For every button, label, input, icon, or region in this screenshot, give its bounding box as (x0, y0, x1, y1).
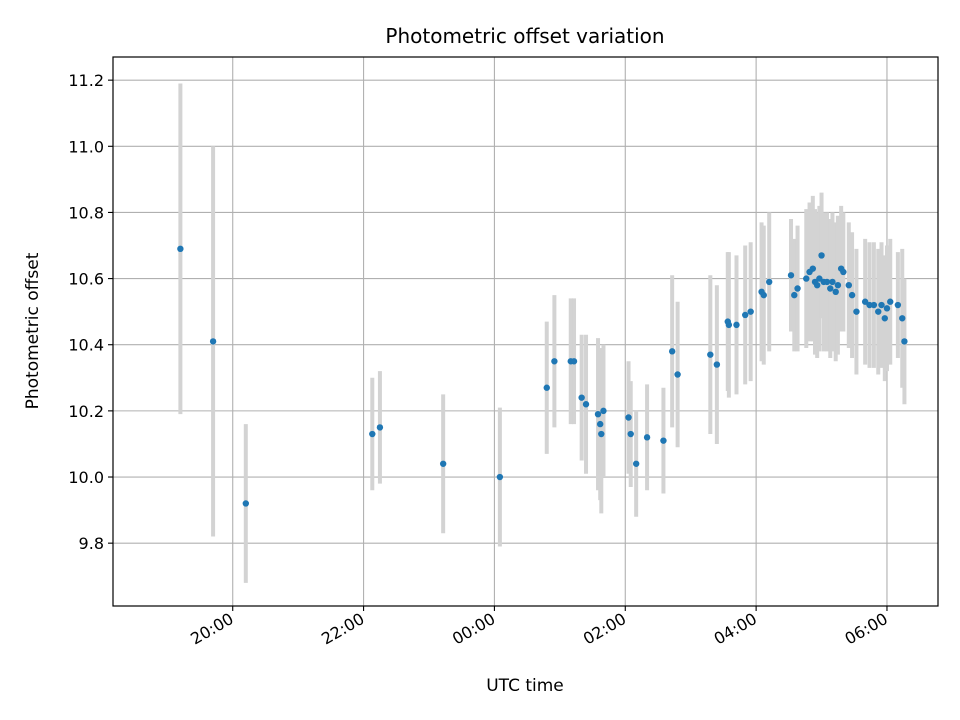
data-point (668, 348, 676, 355)
data-point (627, 430, 634, 438)
data-point (643, 434, 651, 441)
x-tick-label: 00:00 (449, 609, 498, 649)
data-point (881, 315, 888, 322)
data-point (632, 460, 640, 467)
data-point (725, 321, 733, 329)
x-ticks: 20:00 22:00 00:00 02:00 04:00 06:00 (187, 606, 891, 649)
data-point (899, 315, 906, 322)
data-point (177, 245, 184, 253)
data-point (625, 414, 632, 421)
data-point (848, 291, 856, 299)
data-point (878, 301, 885, 309)
data-point (827, 285, 834, 292)
data-point (242, 500, 250, 507)
data-point (543, 384, 550, 391)
data-point (803, 275, 810, 282)
data-point (570, 358, 578, 365)
data-points (177, 245, 908, 507)
data-point (818, 252, 825, 259)
y-ticks: 9.8 10.0 10.2 10.4 10.6 10.8 11.0 11.2 (68, 71, 113, 553)
x-tick-label: 02:00 (580, 609, 629, 649)
data-point (823, 278, 831, 286)
data-point (870, 301, 878, 309)
data-point (861, 298, 869, 305)
y-tick-label: 11.0 (68, 137, 104, 156)
data-point (596, 420, 604, 428)
x-axis-label: UTC time (486, 676, 564, 696)
data-point (760, 291, 767, 299)
data-point (887, 298, 894, 305)
data-point (834, 281, 842, 289)
data-point (598, 430, 605, 438)
data-point (766, 278, 773, 286)
y-tick-label: 10.4 (68, 336, 104, 355)
y-tick-label: 10.8 (68, 203, 104, 222)
data-point (813, 281, 821, 289)
x-tick-label: 06:00 (842, 609, 891, 649)
data-point (707, 351, 714, 358)
data-point (901, 338, 908, 345)
y-tick-label: 9.8 (79, 534, 104, 553)
x-tick-label: 04:00 (711, 609, 760, 649)
y-tick-label: 10.2 (68, 402, 104, 421)
data-point (829, 278, 836, 286)
x-tick-label: 20:00 (187, 609, 236, 649)
data-point (816, 275, 823, 282)
y-tick-label: 10.6 (68, 270, 104, 289)
data-point (853, 308, 860, 315)
y-tick-label: 10.0 (68, 468, 104, 487)
error-bars (178, 83, 907, 583)
data-point (209, 338, 217, 345)
data-point (875, 308, 882, 315)
data-point (845, 281, 853, 289)
data-point (578, 394, 585, 401)
plot-frame (112, 56, 939, 607)
data-point (832, 288, 839, 296)
data-point (594, 410, 602, 418)
x-tick-label: 22:00 (318, 609, 367, 649)
data-point (894, 301, 902, 309)
data-point (376, 424, 384, 431)
data-point (674, 371, 681, 378)
data-point (551, 358, 558, 365)
y-axis-label: Photometric offset (23, 252, 43, 409)
data-point (496, 473, 504, 481)
data-point (787, 272, 795, 279)
data-point (660, 437, 667, 444)
data-point (794, 285, 801, 292)
data-point (582, 401, 590, 408)
chart-title: Photometric offset variation (385, 24, 664, 48)
data-point (713, 361, 721, 368)
data-point (733, 321, 740, 329)
data-point (809, 265, 817, 272)
data-point (883, 305, 891, 312)
data-point (600, 407, 607, 415)
y-tick-label: 11.2 (68, 71, 104, 90)
data-point (369, 430, 376, 438)
data-point (439, 460, 447, 467)
data-point (747, 308, 754, 315)
data-point (791, 291, 798, 299)
data-point (742, 311, 749, 319)
data-point (840, 268, 847, 276)
